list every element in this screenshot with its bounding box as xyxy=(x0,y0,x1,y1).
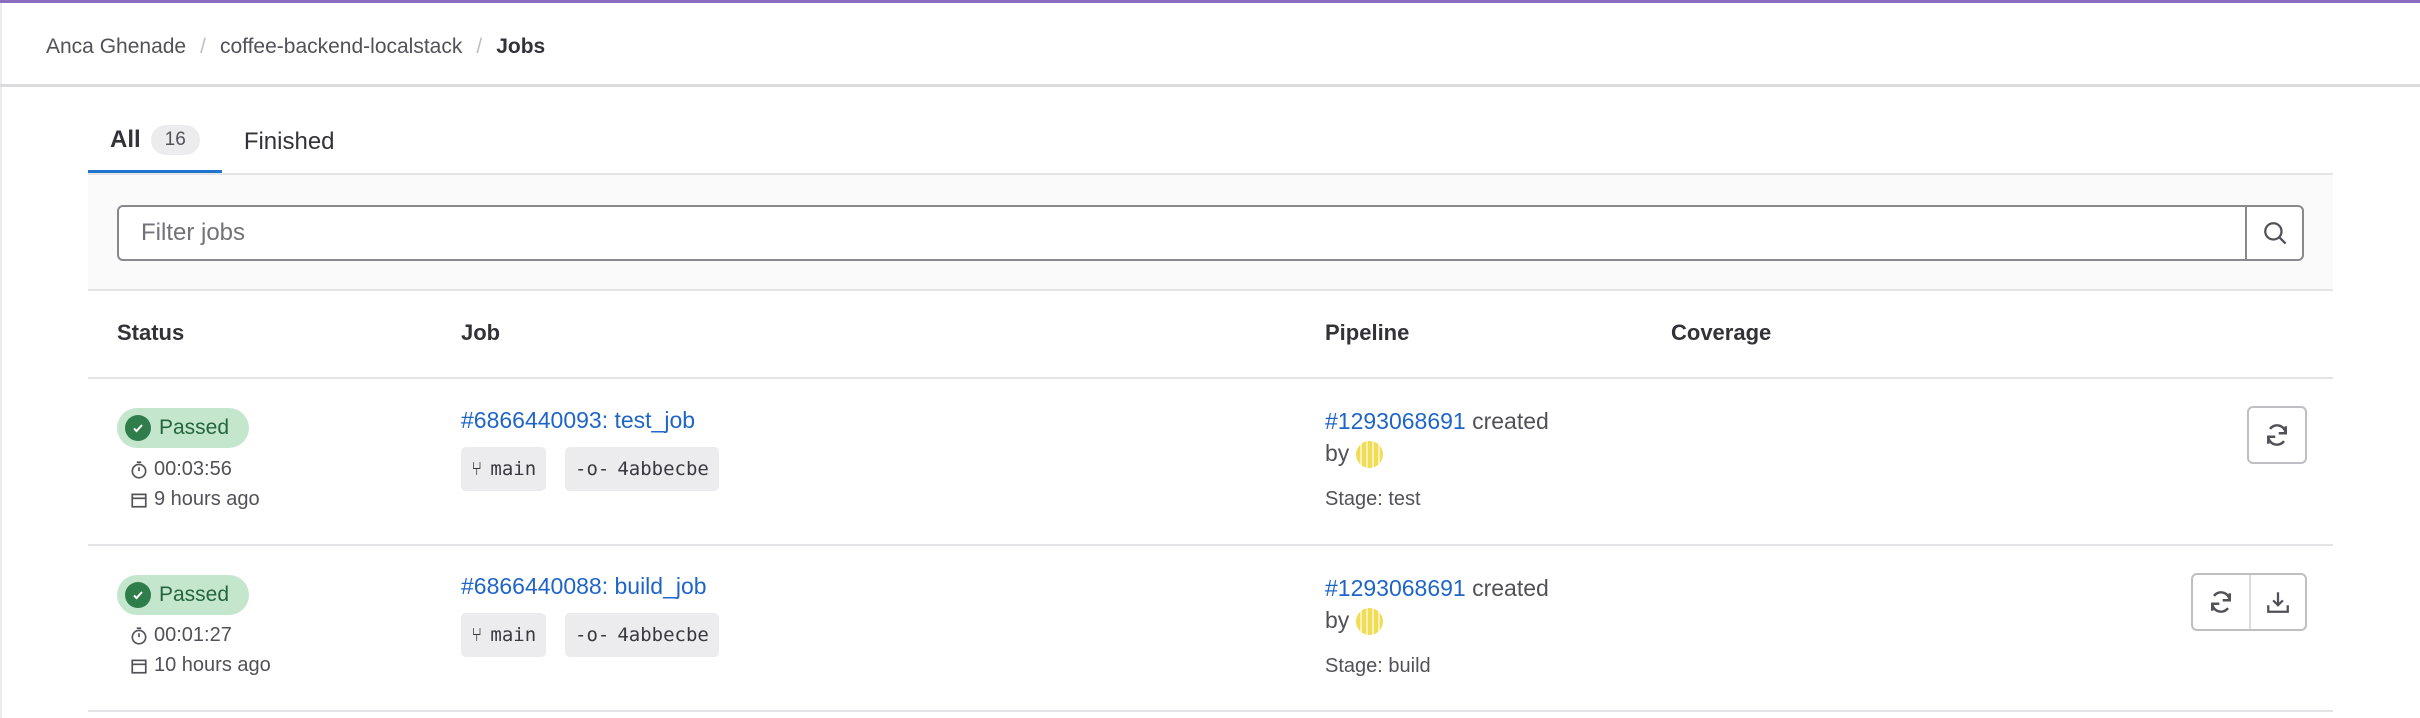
filter-bar xyxy=(88,175,2333,291)
breadcrumb-separator: / xyxy=(200,35,206,58)
calendar-icon xyxy=(131,659,147,674)
commit-icon: -o- xyxy=(575,458,610,480)
pipeline-link[interactable]: #1293068691 xyxy=(1325,575,1466,601)
column-header-coverage: Coverage xyxy=(1671,320,1772,345)
stage-label: Stage: build xyxy=(1325,655,1431,677)
commit-chip[interactable]: -o- 4abbecbe xyxy=(565,613,719,657)
branch-name: main xyxy=(490,458,537,480)
breadcrumb-current[interactable]: Jobs xyxy=(496,35,546,58)
job-link[interactable]: #6866440093: test_job xyxy=(461,407,696,433)
duration: 00:03:56 xyxy=(130,458,232,481)
retry-icon xyxy=(2267,424,2287,446)
search-button[interactable] xyxy=(2246,205,2304,261)
finished-time: 9 hours ago xyxy=(130,488,260,511)
status-label: Passed xyxy=(159,583,230,606)
commit-sha: 4abbecbe xyxy=(617,624,709,646)
pipeline-link[interactable]: #1293068691 xyxy=(1325,408,1466,434)
job-tabs: All 16 Finished xyxy=(88,110,357,174)
breadcrumb: Anca Ghenade / coffee-backend-localstack… xyxy=(46,35,545,59)
branch-name: main xyxy=(490,624,537,646)
user-avatar[interactable] xyxy=(1355,608,1383,636)
branch-chip[interactable]: ⑂ main xyxy=(461,613,547,657)
status-badge[interactable]: Passed xyxy=(117,408,249,448)
timer-icon xyxy=(131,460,147,479)
status-badge[interactable]: Passed xyxy=(117,575,249,615)
tab-label: Finished xyxy=(243,128,335,155)
branch-chip[interactable]: ⑂ main xyxy=(461,447,547,491)
actions xyxy=(2191,573,2307,631)
check-circle-icon xyxy=(125,415,151,441)
column-header-pipeline: Pipeline xyxy=(1325,320,1410,345)
branch-icon: ⑂ xyxy=(471,624,483,646)
sidebar-edge xyxy=(0,3,2,718)
finished-value: 9 hours ago xyxy=(154,488,260,510)
tab-all[interactable]: All 16 xyxy=(88,110,222,174)
finished-time: 10 hours ago xyxy=(130,654,271,677)
timer-icon xyxy=(131,626,147,645)
top-accent-bar xyxy=(0,0,2420,3)
user-avatar[interactable] xyxy=(1355,441,1383,469)
download-artifacts-button[interactable] xyxy=(2249,575,2305,629)
divider xyxy=(88,710,2333,712)
tab-count-badge: 16 xyxy=(150,125,200,155)
check-circle-icon xyxy=(125,582,151,608)
commit-sha: 4abbecbe xyxy=(617,458,709,480)
pipeline-info: #1293068691 created by xyxy=(1325,572,1605,636)
breadcrumb-separator: / xyxy=(476,35,483,58)
divider xyxy=(88,544,2333,546)
by-label: by xyxy=(1325,607,1350,633)
download-icon xyxy=(2267,592,2289,613)
divider xyxy=(88,173,2333,175)
job-link[interactable]: #6866440088: build_job xyxy=(461,573,707,599)
pipeline-info: #1293068691 created by xyxy=(1325,405,1605,469)
calendar-icon xyxy=(131,493,147,508)
breadcrumb-project[interactable]: coffee-backend-localstack xyxy=(219,35,463,58)
branch-icon: ⑂ xyxy=(471,458,483,480)
commit-icon: -o- xyxy=(575,624,610,646)
duration-value: 00:03:56 xyxy=(154,458,232,480)
column-header-status: Status xyxy=(117,320,185,345)
tab-label: All xyxy=(110,126,141,153)
breadcrumb-user[interactable]: Anca Ghenade xyxy=(46,35,187,58)
duration: 00:01:27 xyxy=(130,624,232,647)
commit-chip[interactable]: -o- 4abbecbe xyxy=(565,447,719,491)
column-header-job: Job xyxy=(461,320,501,345)
stage-label: Stage: test xyxy=(1325,488,1421,510)
status-label: Passed xyxy=(159,416,230,439)
finished-value: 10 hours ago xyxy=(154,654,271,676)
tab-finished[interactable]: Finished xyxy=(222,110,357,174)
divider xyxy=(88,377,2333,379)
filter-jobs-input[interactable] xyxy=(117,205,2247,261)
search-icon xyxy=(2263,222,2286,245)
page-header: Anca Ghenade / coffee-backend-localstack… xyxy=(0,3,2420,87)
retry-button[interactable] xyxy=(2193,575,2249,629)
retry-button[interactable] xyxy=(2249,408,2305,462)
created-label: created xyxy=(1472,408,1549,434)
created-label: created xyxy=(1472,575,1549,601)
retry-icon xyxy=(2211,591,2231,613)
by-label: by xyxy=(1325,440,1350,466)
duration-value: 00:01:27 xyxy=(154,624,232,646)
actions xyxy=(2247,406,2307,464)
